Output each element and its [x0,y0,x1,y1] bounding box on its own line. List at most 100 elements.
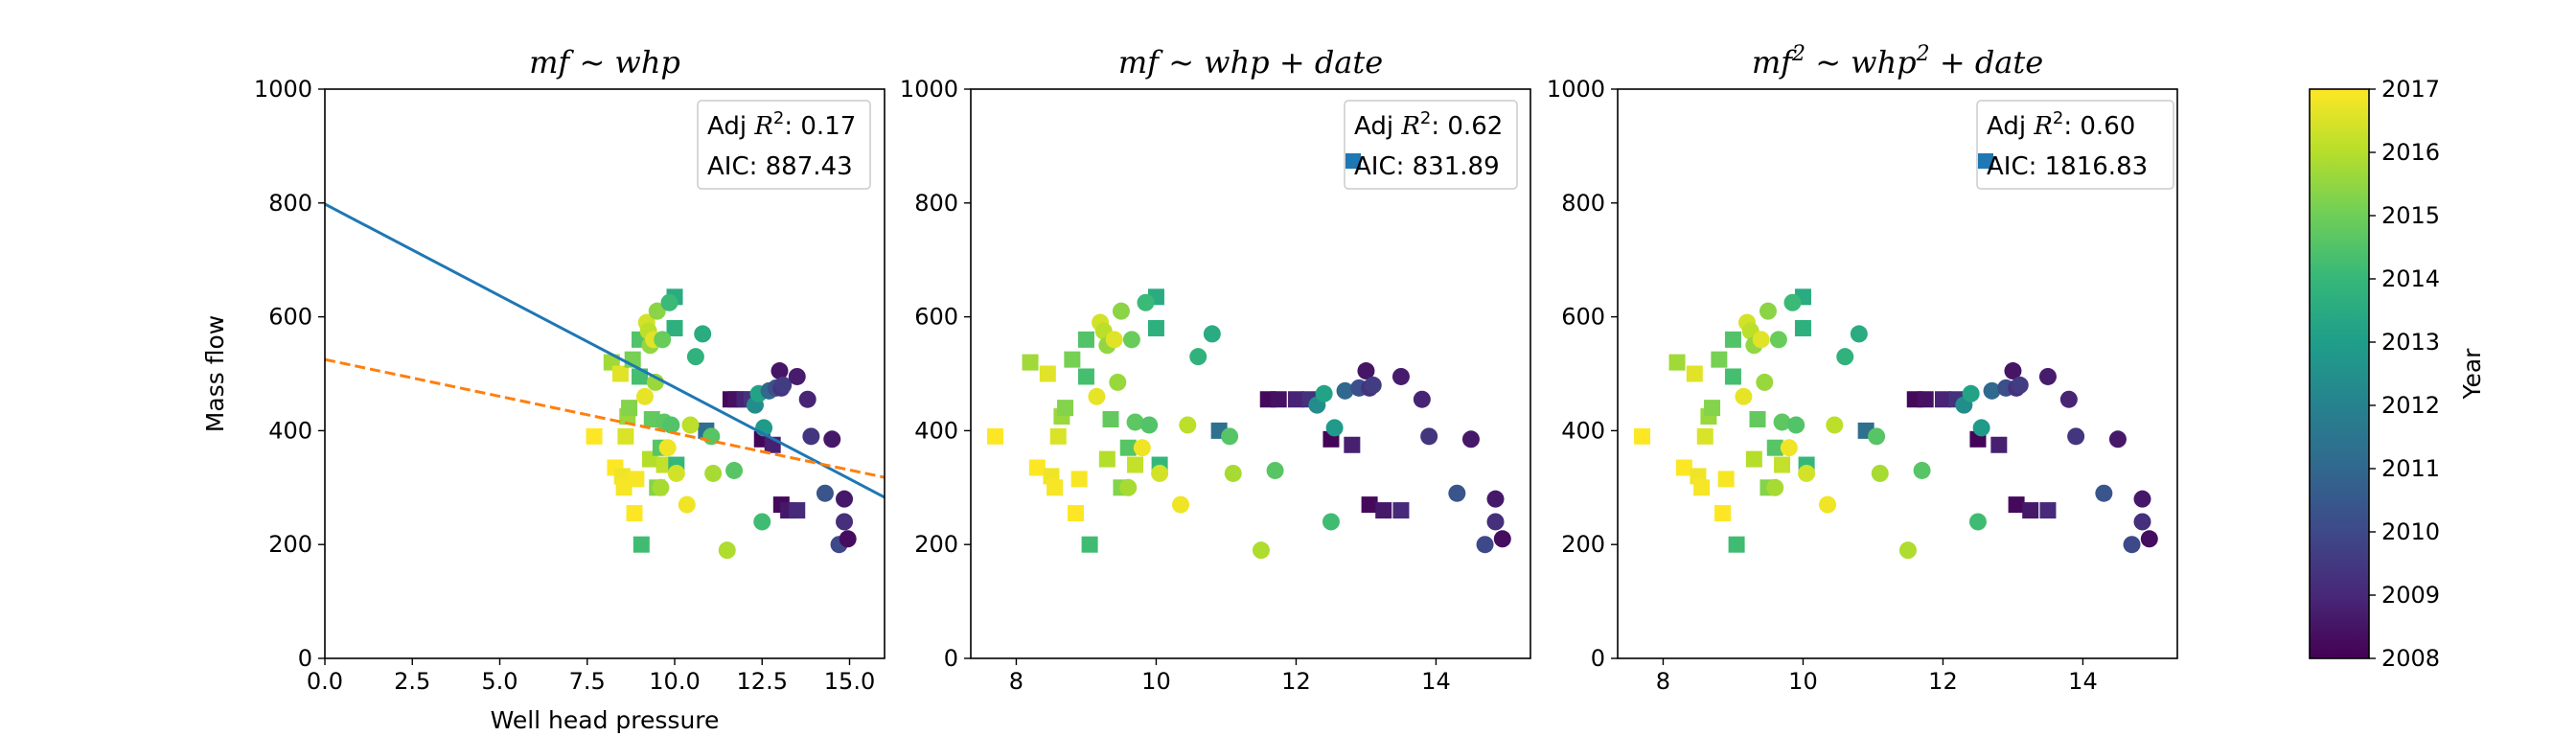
data-point-circle [718,541,736,560]
data-point-square [987,427,1004,445]
data-point-square [1392,502,1410,519]
data-point-square [1022,354,1039,371]
x-axis-label: Well head pressure [491,706,720,734]
data-point-circle [1179,416,1197,434]
y-tick-label: 600 [914,304,958,331]
data-point-square [1070,471,1088,488]
x-tick-label: 10.0 [649,668,700,695]
data-point-square [1375,502,1392,519]
data-point-circle [2038,367,2057,385]
colorbar-bar [2309,88,2370,659]
data-point-square [1917,391,1934,408]
data-point-circle [1133,439,1151,457]
x-tick-label: 10 [1788,668,1818,695]
data-point-circle [1868,427,1886,446]
data-point-square [1039,365,1056,382]
x-tick-label: 14 [2068,668,2098,695]
fit-line-dashed [325,357,885,479]
data-point-circle [1780,439,1798,457]
data-point-circle [1983,381,2001,400]
data-point-circle [1769,331,1787,349]
data-point-square [586,427,603,445]
data-point-circle [1448,484,1466,502]
data-point-square [1049,427,1067,445]
stats-box: Adj R2: 0.60 AIC: 1816.83 [1976,100,2174,190]
data-point-circle [1913,461,1931,479]
y-tick-label: 400 [268,417,312,444]
data-point-square [1077,368,1094,385]
data-point-circle [2095,484,2113,502]
stats-box: Adj R2: 0.17 AIC: 887.43 [697,100,871,190]
y-tick-label: 1000 [1547,76,1605,103]
axes-frame [970,88,1531,659]
data-point-circle [1850,325,1868,343]
data-point-circle [1476,536,1494,554]
data-point-circle [798,390,816,408]
plot-area [325,202,885,560]
data-point-square [1127,456,1144,473]
subplot-title: mf2​ ~ whp2​ + date [1752,42,2043,80]
data-point-square [1717,471,1735,488]
colorbar-tick-label: 2011 [2381,455,2440,482]
data-point-circle [1968,513,1987,531]
adj-r2-text: Adj R2: 0.17 [707,108,856,141]
data-point-square [1990,436,2008,453]
data-point-square [1766,439,1783,456]
data-point-square [2022,502,2039,519]
data-point-square [1098,450,1116,468]
data-point-circle [2140,530,2158,548]
data-point-square [1028,459,1046,476]
legend-marker-square [1978,153,1993,169]
data-point-circle [1735,387,1753,405]
data-point-circle [788,367,806,385]
data-point-circle [1221,427,1239,446]
data-point-square [1668,354,1686,371]
data-point-circle [2004,362,2022,380]
data-point-square [617,427,634,445]
x-tick-label: 8 [1656,668,1670,695]
data-point-circle [1252,541,1270,560]
data-point-square [611,365,629,382]
data-point-circle [1119,478,1138,496]
y-tick-label: 200 [1561,531,1605,558]
adj-r2-text: Adj R2: 0.60 [1987,108,2135,141]
data-point-square [789,502,806,519]
colorbar-tick-label: 2013 [2381,329,2440,356]
y-tick-label: 200 [268,531,312,558]
data-point-circle [1826,416,1844,434]
adj-r2-text: Adj R2: 0.62 [1354,108,1503,141]
data-point-square [1675,459,1692,476]
data-point-square [1119,439,1137,456]
data-point-square [1696,427,1714,445]
data-point-circle [2123,536,2141,554]
plot-area [987,288,1511,560]
data-point-square [1102,411,1119,428]
x-tick-label: 10 [1141,668,1171,695]
axes-frame [324,88,886,659]
data-point-circle [816,484,834,502]
colorbar-tick-label: 2015 [2381,202,2440,229]
data-point-circle [2011,376,2029,394]
data-point-circle [1364,376,1382,394]
data-point-circle [1122,331,1140,349]
colorbar-tick-label: 2008 [2381,645,2440,672]
subplot-title: mf ~ whp [529,44,680,80]
y-tick-label: 200 [914,531,958,558]
data-point-circle [1088,387,1106,405]
data-point-circle [1112,302,1130,320]
data-point-circle [1151,464,1169,482]
data-point-circle [1898,541,1917,560]
data-point-circle [1836,348,1854,366]
legend-marker-square [1346,153,1361,169]
data-point-square [1693,479,1711,496]
stats-box: Adj R2: 0.62 AIC: 831.89 [1344,100,1518,190]
data-point-circle [1773,413,1791,431]
data-point-square [1064,351,1081,368]
data-point-square [621,400,638,417]
colorbar-tick-label: 2016 [2381,139,2440,166]
data-point-circle [770,362,789,380]
data-point-circle [1420,427,1438,446]
data-point-circle [1315,384,1333,402]
subplot-3: 8 10 12 14 0 200 400 600 800 1000 mf2​ ~ whp2​ + d… [1547,42,2178,695]
